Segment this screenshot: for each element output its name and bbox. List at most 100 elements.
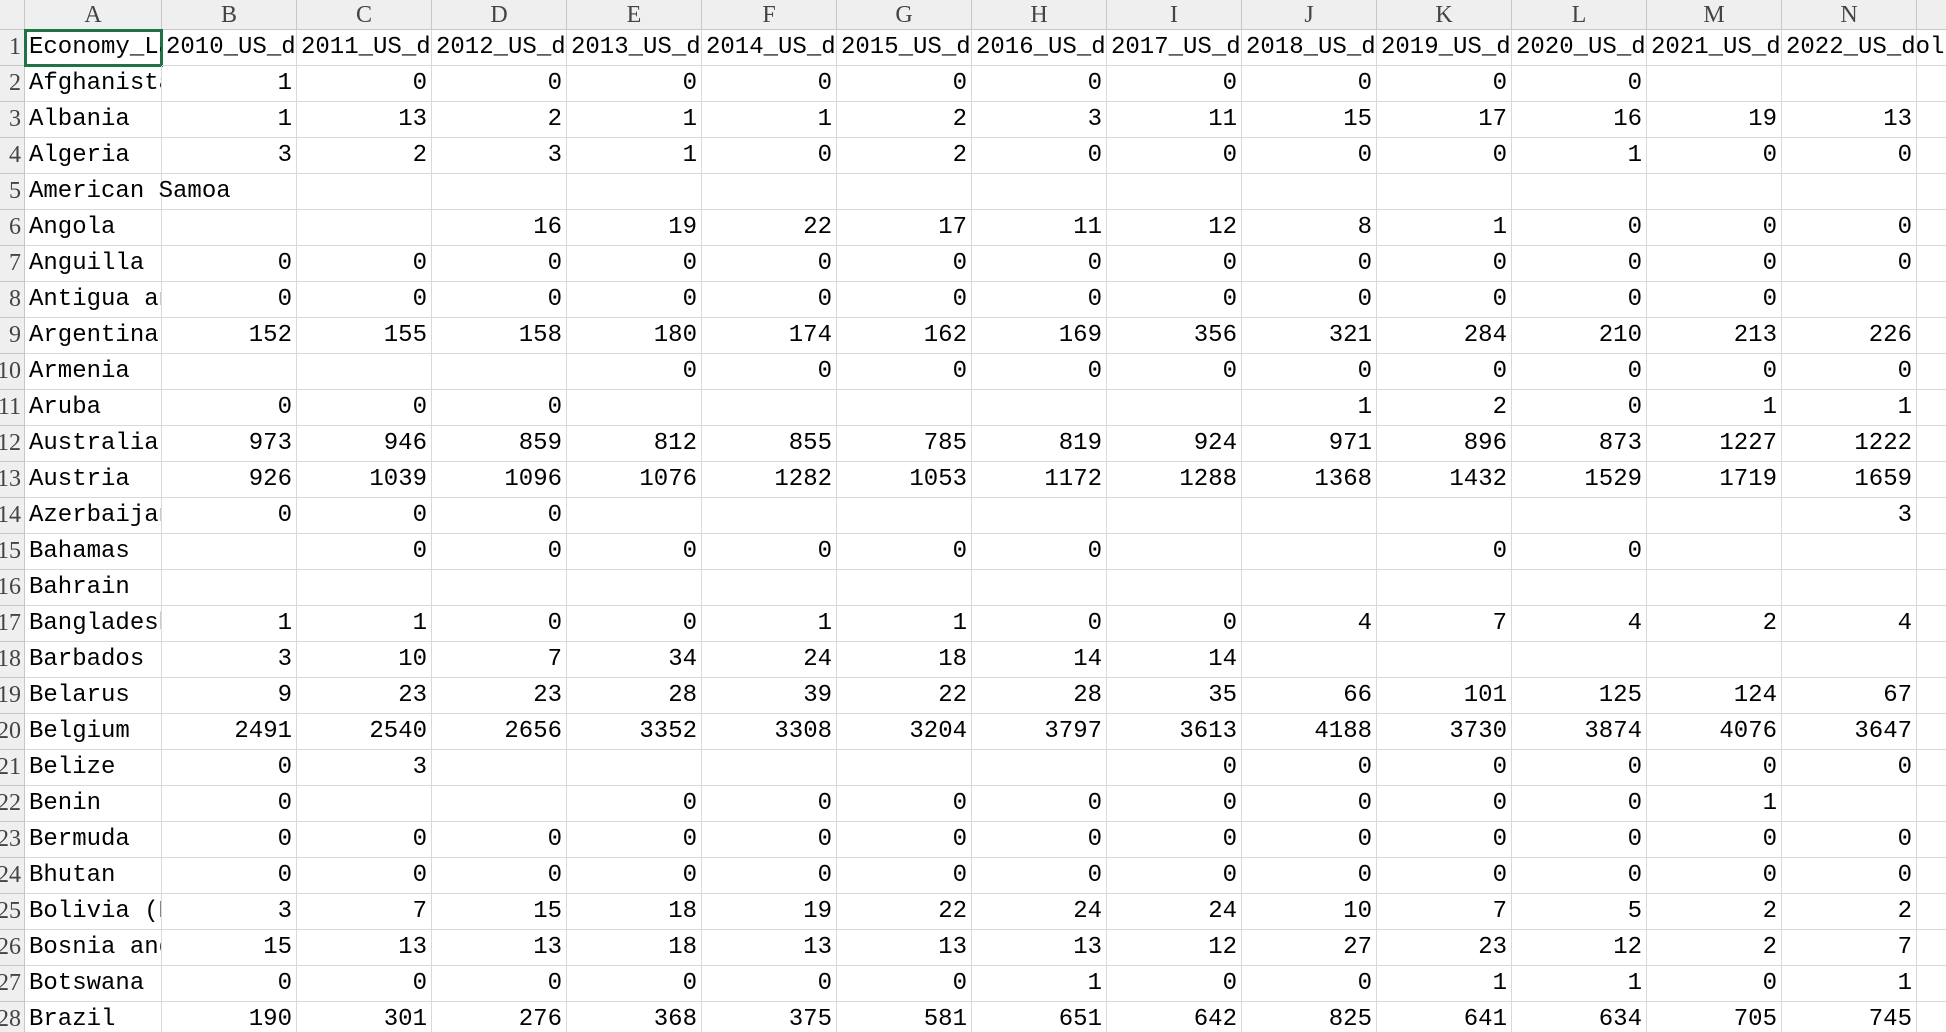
cell[interactable]: 356 [1107, 318, 1242, 354]
row-header[interactable]: 4 [0, 138, 25, 174]
cell[interactable]: 0 [567, 858, 702, 894]
cell[interactable]: Austria [25, 462, 162, 498]
cell[interactable]: 1288 [1107, 462, 1242, 498]
cell[interactable]: 1 [972, 966, 1107, 1002]
cell[interactable]: Australia [25, 426, 162, 462]
cell[interactable]: Belize [25, 750, 162, 786]
cell[interactable]: 0 [972, 354, 1107, 390]
cell[interactable]: 3613 [1107, 714, 1242, 750]
cell[interactable]: Albania [25, 102, 162, 138]
cell[interactable]: 0 [1107, 786, 1242, 822]
cell[interactable] [1512, 570, 1647, 606]
cell[interactable] [1377, 498, 1512, 534]
cell[interactable]: 812 [567, 426, 702, 462]
cell[interactable]: 0 [162, 282, 297, 318]
column-header[interactable]: L [1512, 0, 1647, 30]
cell[interactable]: 2012_US_dol [432, 30, 567, 66]
cell[interactable]: 1 [702, 606, 837, 642]
column-header[interactable]: C [297, 0, 432, 30]
cell[interactable] [1917, 30, 1946, 66]
cell[interactable] [972, 750, 1107, 786]
cell[interactable]: 0 [1512, 246, 1647, 282]
cell[interactable]: 0 [1107, 282, 1242, 318]
cell[interactable] [1107, 174, 1242, 210]
cell[interactable]: 23 [1377, 930, 1512, 966]
row-header[interactable]: 9 [0, 318, 25, 354]
cell[interactable]: 0 [297, 282, 432, 318]
cell[interactable]: 0 [162, 822, 297, 858]
cell[interactable]: 0 [1512, 390, 1647, 426]
cell[interactable]: 0 [297, 822, 432, 858]
cell[interactable]: 67 [1782, 678, 1917, 714]
cell[interactable] [1917, 174, 1946, 210]
cell[interactable] [567, 570, 702, 606]
cell[interactable]: 0 [297, 246, 432, 282]
cell[interactable]: 0 [702, 282, 837, 318]
row-header[interactable]: 13 [0, 462, 25, 498]
cell[interactable]: 3204 [837, 714, 972, 750]
cell[interactable] [1917, 930, 1946, 966]
cell[interactable]: 0 [1107, 66, 1242, 102]
cell[interactable]: 0 [1242, 822, 1377, 858]
cell[interactable] [1377, 570, 1512, 606]
cell[interactable]: 0 [432, 966, 567, 1002]
cell[interactable]: Bhutan [25, 858, 162, 894]
cell[interactable] [1512, 642, 1647, 678]
cell[interactable]: 2011_US_dol [297, 30, 432, 66]
cell[interactable]: 3 [297, 750, 432, 786]
cell[interactable] [162, 174, 297, 210]
cell[interactable]: 0 [1512, 534, 1647, 570]
cell[interactable]: Angola [25, 210, 162, 246]
column-header[interactable]: M [1647, 0, 1782, 30]
cell[interactable]: 855 [702, 426, 837, 462]
cell[interactable]: 0 [1647, 246, 1782, 282]
row-header[interactable]: 16 [0, 570, 25, 606]
cell[interactable]: Economy_Label [24, 29, 163, 67]
cell[interactable]: 16 [1512, 102, 1647, 138]
cell[interactable] [1917, 642, 1946, 678]
cell[interactable] [1647, 498, 1782, 534]
cell[interactable] [162, 570, 297, 606]
cell[interactable] [837, 390, 972, 426]
cell[interactable] [432, 570, 567, 606]
cell[interactable]: Armenia [25, 354, 162, 390]
cell[interactable]: 23 [297, 678, 432, 714]
cell[interactable]: 2 [1782, 894, 1917, 930]
cell[interactable]: 3 [1782, 498, 1917, 534]
cell[interactable]: 7 [1377, 606, 1512, 642]
cell[interactable]: 2 [297, 138, 432, 174]
cell[interactable] [1512, 498, 1647, 534]
cell[interactable]: 0 [567, 786, 702, 822]
cell[interactable]: 0 [702, 786, 837, 822]
row-header[interactable]: 23 [0, 822, 25, 858]
cell[interactable]: 0 [1242, 354, 1377, 390]
cell[interactable]: 1 [162, 606, 297, 642]
cell[interactable]: 301 [297, 1002, 432, 1032]
cell[interactable]: 0 [972, 858, 1107, 894]
cell[interactable]: 0 [567, 354, 702, 390]
row-header[interactable]: 22 [0, 786, 25, 822]
cell[interactable]: 0 [162, 498, 297, 534]
cell[interactable]: 66 [1242, 678, 1377, 714]
cell[interactable]: 0 [1377, 66, 1512, 102]
cell[interactable] [1917, 462, 1946, 498]
cell[interactable] [297, 174, 432, 210]
column-header[interactable]: G [837, 0, 972, 30]
cell[interactable] [1917, 102, 1946, 138]
cell[interactable] [1782, 66, 1917, 102]
cell[interactable] [567, 750, 702, 786]
cell[interactable]: 13 [297, 102, 432, 138]
cell[interactable]: 0 [1107, 858, 1242, 894]
cell[interactable]: Barbados [25, 642, 162, 678]
cell[interactable]: 16 [432, 210, 567, 246]
cell[interactable]: 2018_US_dol [1242, 30, 1377, 66]
cell[interactable]: 125 [1512, 678, 1647, 714]
cell[interactable] [1647, 174, 1782, 210]
cell[interactable] [1782, 570, 1917, 606]
cell[interactable]: 0 [567, 606, 702, 642]
cell[interactable]: 4 [1782, 606, 1917, 642]
row-header[interactable]: 3 [0, 102, 25, 138]
cell[interactable]: 1096 [432, 462, 567, 498]
cell[interactable]: 946 [297, 426, 432, 462]
cell[interactable]: 1 [1782, 966, 1917, 1002]
